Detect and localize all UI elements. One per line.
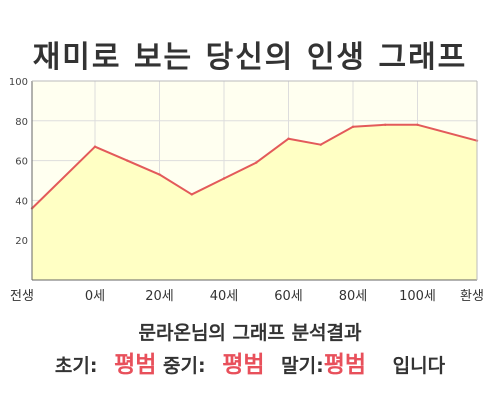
middle-value: 평범 <box>222 352 265 378</box>
data-point <box>416 123 419 126</box>
x-tick-label: 전생 <box>10 289 34 304</box>
data-point <box>126 159 129 162</box>
y-tick-label: 20 <box>15 236 28 247</box>
page-title: 재미로 보는 당신의 인생 그래프 <box>32 40 468 75</box>
data-point <box>351 125 355 128</box>
x-tick-label: 0세 <box>85 289 105 304</box>
late-value: 평범 <box>323 352 367 378</box>
data-point <box>255 161 258 164</box>
y-tick-label: 60 <box>15 157 28 168</box>
y-tick-label: 40 <box>15 196 28 207</box>
data-point <box>190 193 193 196</box>
analysis-results: 초기: 평범 중기: 평범 말기:평범 입니다 <box>0 345 500 379</box>
series-area <box>32 124 477 280</box>
y-tick-label: 100 <box>9 77 28 88</box>
data-point <box>319 143 322 146</box>
results-suffix: 입니다 <box>392 355 446 377</box>
data-point <box>158 173 161 176</box>
data-point <box>93 145 97 148</box>
x-tick-label: 20세 <box>145 289 174 304</box>
y-tick-label: 80 <box>15 117 28 128</box>
x-tick-label: 60세 <box>274 289 303 304</box>
x-tick-label: 100세 <box>399 289 436 304</box>
middle-label: 중기: <box>163 355 206 377</box>
late-label: 말기: <box>281 355 324 377</box>
data-point <box>287 137 290 140</box>
analysis-summary: 문라온님의 그래프 분석결과 <box>138 322 362 344</box>
data-point <box>222 177 226 180</box>
early-label: 초기: <box>54 355 98 377</box>
early-value: 평범 <box>114 352 157 378</box>
life-graph-chart: 20 40 60 80 100 전생 0세 20세 40세 60세 80세 100세 환생 <box>9 77 484 304</box>
x-tick-label: 환생 <box>460 289 484 304</box>
x-tick-label: 80세 <box>339 289 368 304</box>
x-tick-label: 40세 <box>210 289 239 304</box>
data-point <box>384 123 387 126</box>
